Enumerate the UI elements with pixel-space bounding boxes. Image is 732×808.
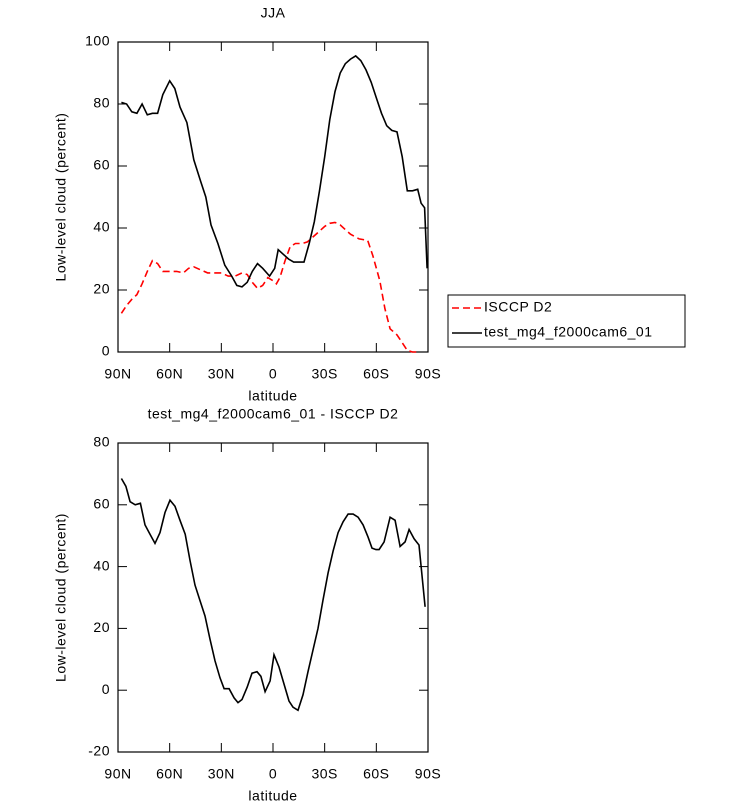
y-axis-label: Low-level cloud (percent) bbox=[53, 513, 69, 682]
y-tick-label: 80 bbox=[93, 95, 110, 111]
plot-frame bbox=[117, 442, 429, 753]
data-line bbox=[121, 54, 428, 288]
y-tick-label: 40 bbox=[93, 219, 110, 235]
legend-label: ISCCP D2 bbox=[484, 299, 552, 315]
x-axis-label: latitude bbox=[248, 388, 297, 404]
chart-title: JJA bbox=[261, 5, 286, 21]
x-tick-label: 30N bbox=[208, 766, 235, 782]
x-tick-label: 60N bbox=[156, 366, 183, 382]
x-tick-label: 90N bbox=[104, 766, 131, 782]
x-tick-label: 0 bbox=[269, 766, 277, 782]
y-tick-label: 20 bbox=[93, 281, 110, 297]
x-axis-label: latitude bbox=[248, 788, 297, 804]
plot-frame bbox=[117, 41, 429, 353]
y-tick-label: 60 bbox=[93, 496, 110, 512]
x-tick-label: 90S bbox=[415, 366, 441, 382]
x-tick-label: 30S bbox=[311, 366, 337, 382]
data-line bbox=[120, 221, 418, 353]
legend-label: test_mg4_f2000cam6_01 bbox=[484, 324, 653, 340]
y-tick-label: 0 bbox=[102, 681, 110, 697]
y-tick-label: 0 bbox=[102, 343, 110, 359]
y-tick-label: 80 bbox=[93, 434, 110, 450]
y-tick-label: 40 bbox=[93, 557, 110, 573]
x-tick-label: 60N bbox=[156, 766, 183, 782]
x-tick-label: 90S bbox=[415, 766, 441, 782]
data-line bbox=[120, 478, 426, 712]
x-tick-label: 30N bbox=[208, 366, 235, 382]
x-tick-label: 60S bbox=[363, 766, 389, 782]
y-tick-label: -20 bbox=[88, 743, 110, 759]
x-tick-label: 90N bbox=[104, 366, 131, 382]
chart-title: test_mg4_f2000cam6_01 - ISCCP D2 bbox=[148, 406, 399, 422]
x-tick-label: 60S bbox=[363, 366, 389, 382]
y-tick-label: 20 bbox=[93, 619, 110, 635]
x-tick-label: 0 bbox=[269, 366, 277, 382]
y-axis-label: Low-level cloud (percent) bbox=[53, 113, 69, 282]
y-tick-label: 100 bbox=[85, 33, 110, 49]
x-tick-label: 30S bbox=[311, 766, 337, 782]
legend-box bbox=[447, 294, 686, 348]
y-tick-label: 60 bbox=[93, 157, 110, 173]
